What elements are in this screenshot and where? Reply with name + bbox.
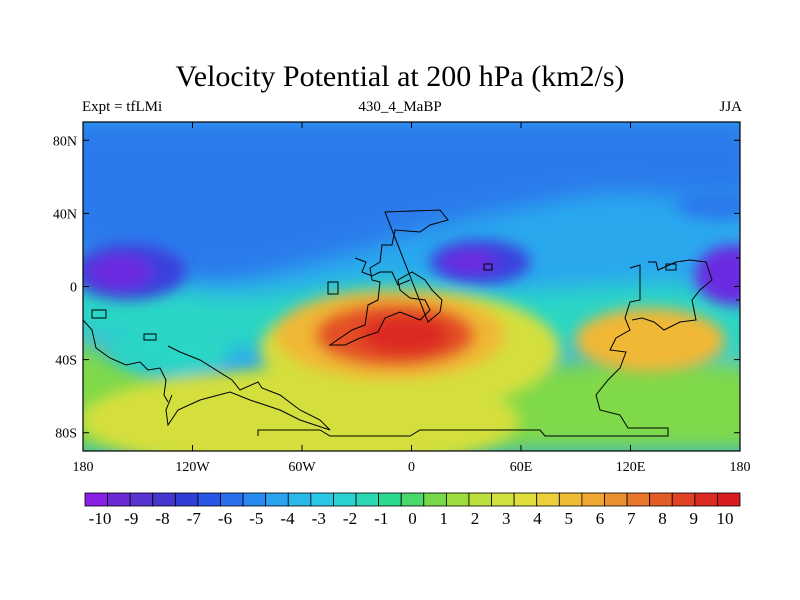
lat-tick-label: 80S — [55, 427, 77, 442]
island-3 — [327, 281, 339, 295]
colorbar-swatch — [197, 492, 221, 507]
colorbar-label: 8 — [658, 509, 667, 528]
colorbar-label: -3 — [312, 509, 326, 528]
island-4 — [483, 263, 493, 271]
continent-outlines — [83, 209, 740, 437]
high-africa-core — [360, 315, 450, 355]
colorbar-swatch — [242, 492, 267, 507]
colorbar-swatch — [649, 492, 673, 507]
colorbar-swatch — [129, 492, 154, 507]
low-ne-asia — [675, 190, 740, 220]
colorbar-label: 5 — [565, 509, 574, 528]
season-label: JJA — [719, 99, 742, 115]
colorbar-swatch — [491, 492, 515, 507]
colorbar-swatch — [310, 492, 334, 507]
colorbar-swatch — [84, 492, 108, 507]
colorbar-label: 9 — [690, 509, 699, 528]
north-america-outline — [83, 319, 169, 403]
colorbar-swatch — [536, 492, 560, 507]
colorbar-label: 0 — [408, 509, 417, 528]
lon-tick-label: 180 — [730, 460, 751, 475]
colorbar-swatch — [468, 492, 492, 507]
experiment-label: Expt = tfLMi — [82, 99, 163, 115]
colorbar-swatch — [220, 492, 244, 507]
low-west-pacific-core — [88, 254, 152, 290]
colorbar-swatch — [626, 492, 651, 507]
colorbar-label: -4 — [280, 509, 295, 528]
case-label: 430_4_MaBP — [358, 99, 442, 115]
lat-tick-label: 40S — [55, 354, 77, 369]
colorbar-swatch — [558, 492, 583, 507]
lat-tick-label: 0 — [70, 281, 77, 296]
asia-outline — [257, 264, 669, 437]
colorbar-swatch — [355, 492, 380, 507]
contour-field — [83, 122, 740, 451]
lon-tick-label: 120W — [175, 460, 210, 475]
island-1 — [91, 309, 107, 319]
colorbar-swatch — [174, 492, 199, 507]
lat-tick-label: 80N — [53, 134, 77, 149]
colorbar-label: 7 — [627, 509, 636, 528]
colorbar-swatch — [400, 492, 425, 507]
colorbar-label: 6 — [596, 509, 605, 528]
colorbar-label: -10 — [89, 509, 112, 528]
colorbar-swatch — [717, 492, 741, 507]
island-5 — [665, 263, 677, 271]
colorbar-swatch — [107, 492, 131, 507]
chart-title: Velocity Potential at 200 hPa (km2/s) — [175, 60, 625, 93]
colorbar-swatch — [423, 492, 447, 507]
lat-tick-label: 40N — [53, 207, 77, 222]
lon-tick-label: 120E — [616, 460, 646, 475]
colorbar-swatch — [581, 492, 605, 507]
colorbar-swatch — [694, 492, 718, 507]
colorbar-label: 4 — [533, 509, 542, 528]
south-america-outline — [165, 345, 331, 431]
colorbar-swatch — [152, 492, 176, 507]
colorbar-label: -7 — [187, 509, 202, 528]
low-east-pacific — [695, 245, 740, 305]
colorbar-label: -1 — [374, 509, 388, 528]
colorbar-swatch — [265, 492, 289, 507]
colorbar-label: 3 — [502, 509, 511, 528]
colorbar-swatch — [333, 492, 357, 507]
lon-tick-label: 180 — [73, 460, 94, 475]
island-6 — [736, 257, 740, 301]
europe-outline — [354, 257, 411, 286]
colorbar-label: 2 — [471, 509, 480, 528]
lon-tick-label: 60W — [288, 460, 316, 475]
colorbar-label: 10 — [717, 509, 734, 528]
colorbar-labels: -10 -9 -8 -7 -6 -5 -4 -3 -2 -1 0 1 2 3 4 5 6 7 8 9 10 — [89, 509, 734, 528]
latitude-axis: 80N 40N 0 40S 80S — [53, 134, 740, 442]
colorbar-swatch — [378, 492, 402, 507]
colorbar-swatch — [671, 492, 696, 507]
colorbar-label: -5 — [249, 509, 263, 528]
field-band-north — [83, 122, 740, 281]
colorbar-label: -8 — [155, 509, 169, 528]
africa-outline — [328, 209, 449, 346]
colorbar-label: -6 — [218, 509, 232, 528]
australia-outline — [631, 259, 713, 331]
colorbar-label: -2 — [343, 509, 357, 528]
lon-tick-label: 0 — [408, 460, 415, 475]
island-2 — [143, 333, 157, 341]
colorbar-label: 1 — [440, 509, 449, 528]
colorbar — [84, 492, 741, 507]
colorbar-swatch — [513, 492, 538, 507]
colorbar-label: -9 — [124, 509, 138, 528]
colorbar-swatch — [287, 492, 312, 507]
colorbar-swatch — [604, 492, 628, 507]
lon-tick-label: 60E — [510, 460, 533, 475]
longitude-axis: 180 120W 60W 0 60E 120E 180 — [73, 122, 751, 475]
colorbar-swatch — [445, 492, 470, 507]
